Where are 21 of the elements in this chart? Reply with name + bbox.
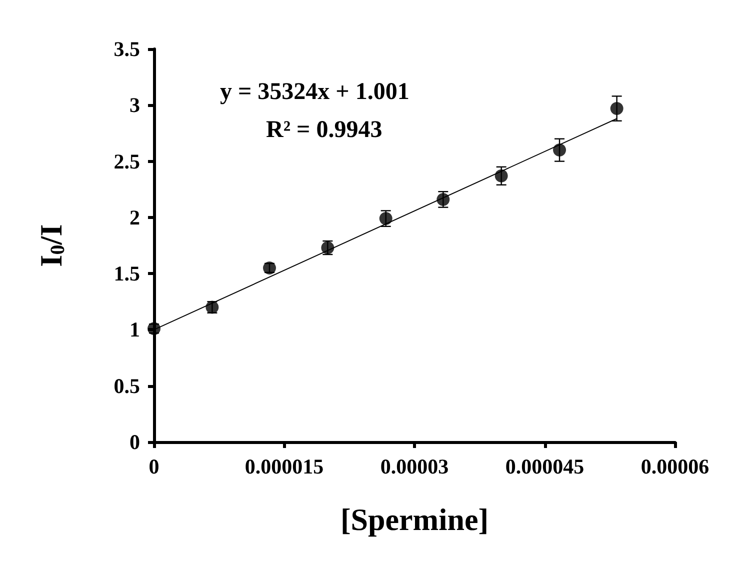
x-axis-title: [Spermine]	[340, 502, 489, 537]
x-tick-label: 0.00006	[640, 454, 710, 478]
point	[494, 169, 508, 182]
x-tick-label: 0.000015	[244, 454, 324, 478]
y-axis-title: I0/I	[34, 224, 69, 267]
x-tick-label: 0.00003	[380, 454, 449, 478]
y-tick-label: 2	[130, 205, 140, 230]
y-tick-label: 0.5	[114, 374, 140, 398]
y-tick-label: 2.5	[114, 149, 140, 174]
point	[148, 322, 160, 336]
annotation: y = 35324x + 1.001	[220, 79, 410, 105]
y-tick-label: 1.5	[114, 262, 140, 286]
y-tick-label: 3	[130, 93, 140, 118]
point	[553, 144, 566, 157]
annotation: R² = 0.9943	[266, 117, 382, 143]
point	[610, 102, 624, 116]
x-tick-label: 0	[148, 454, 160, 478]
x-tick-label: 0.000045	[505, 454, 584, 478]
y-tick-label: 0	[130, 430, 140, 454]
y-tick-label: 3.5	[114, 37, 140, 61]
y-tick-label: 1	[130, 318, 140, 342]
